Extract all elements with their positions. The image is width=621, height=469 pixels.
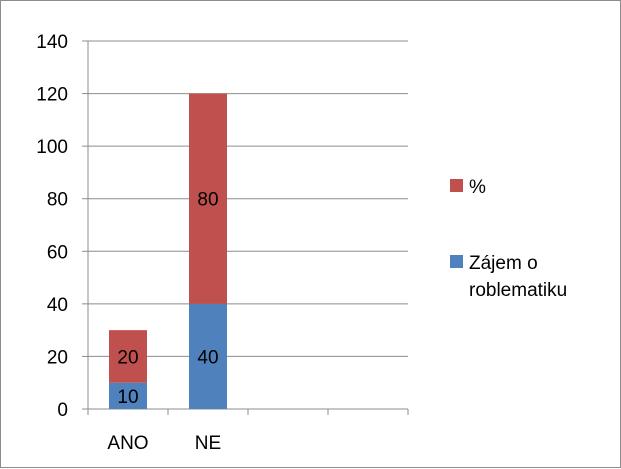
x-tick-label-ano: ANO bbox=[107, 433, 148, 454]
y-tick-label-140: 140 bbox=[36, 32, 68, 53]
x-tick-label-ne: NE bbox=[195, 433, 221, 454]
legend-label-0-line-0: % bbox=[469, 177, 486, 198]
data-labels: 10 20 40 80 bbox=[117, 190, 218, 408]
y-tick-label-80: 80 bbox=[47, 190, 68, 211]
bars bbox=[109, 93, 227, 409]
y-tick-label-120: 120 bbox=[36, 85, 68, 106]
y-tick-label-20: 20 bbox=[47, 347, 68, 368]
data-label-ANO-series-1: 20 bbox=[117, 347, 138, 368]
y-tick-label-40: 40 bbox=[47, 295, 68, 316]
bar-ANO-series-0 bbox=[109, 382, 147, 409]
bar-NE-series-1 bbox=[189, 93, 227, 304]
legend-swatch-1 bbox=[450, 255, 463, 268]
axes: 0 20 40 60 80 100 120 140 ANO NE bbox=[36, 32, 409, 454]
data-label-NE-series-1: 80 bbox=[197, 190, 218, 211]
bar-ANO-series-1 bbox=[109, 330, 147, 383]
data-label-NE-series-0: 40 bbox=[197, 347, 218, 368]
legend-swatch-0 bbox=[450, 179, 463, 192]
legend-label-1-line-0: Zájem o bbox=[469, 253, 538, 274]
y-tick-label-100: 100 bbox=[36, 137, 68, 158]
legend: % Zájem o roblematiku bbox=[450, 177, 567, 301]
bar-NE-series-0 bbox=[189, 303, 227, 409]
y-tick-label-60: 60 bbox=[47, 242, 68, 263]
legend-label-1-line-1: roblematiku bbox=[469, 280, 567, 301]
gridlines bbox=[88, 40, 408, 357]
y-tick-label-0: 0 bbox=[57, 400, 68, 421]
data-label-ANO-series-0: 10 bbox=[117, 387, 138, 408]
